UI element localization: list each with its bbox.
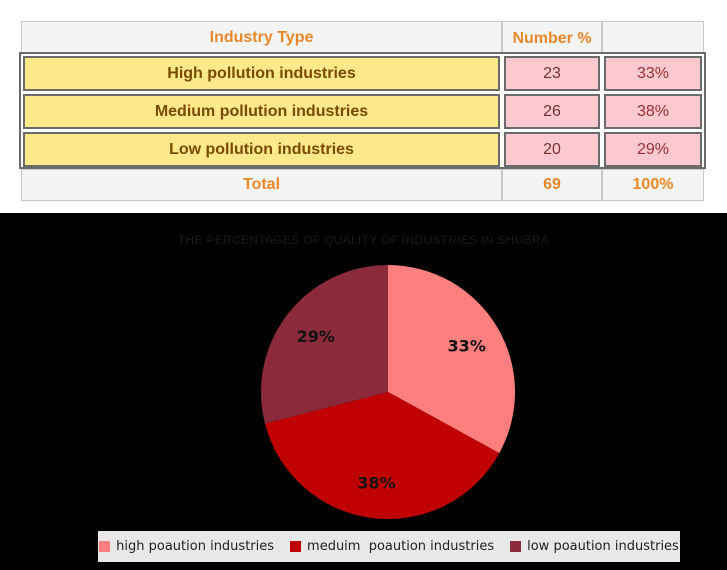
pie-slice-medium (264, 392, 500, 519)
legend-item-high: high poaution industries (99, 539, 274, 554)
header-industry-type: Industry Type (21, 21, 502, 54)
header-percent (602, 21, 704, 54)
chart-legend: high poaution industries meduim poaution… (98, 531, 680, 562)
row-high-number: 23 (504, 56, 600, 91)
pie-label-medium: 38% (357, 474, 395, 493)
row-high-percent: 33% (604, 56, 702, 91)
legend-swatch-high (99, 541, 111, 552)
legend-label-low: low poaution industries (527, 539, 679, 554)
row-low-name: Low pollution industries (23, 132, 500, 167)
legend-item-medium: meduim poaution industries (290, 539, 494, 554)
total-percent: 100% (602, 169, 704, 201)
total-label: Total (21, 169, 502, 201)
legend-swatch-low (510, 541, 522, 552)
row-medium-percent: 38% (604, 94, 702, 129)
pie-label-high: 33% (448, 336, 486, 355)
industry-table: Industry Type Number % High pollution in… (0, 0, 727, 213)
row-medium-number: 26 (504, 94, 600, 129)
row-high-name: High pollution industries (23, 56, 500, 91)
legend-label-medium: meduim poaution industries (307, 539, 495, 554)
pie-svg: 33% 38% 29% (261, 265, 515, 519)
header-number: Number % (502, 21, 602, 54)
pie-chart: THE PERCENTAGES OF QUALITY OF INDUSTRIES… (0, 213, 727, 570)
total-number: 69 (502, 169, 602, 201)
legend-label-high: high poaution industries (116, 539, 275, 554)
chart-title: THE PERCENTAGES OF QUALITY OF INDUSTRIES… (177, 233, 550, 247)
legend-swatch-medium (290, 541, 302, 552)
pie-label-low: 29% (297, 327, 335, 346)
row-low-number: 20 (504, 132, 600, 167)
pie-slice-high (388, 265, 515, 454)
row-low-percent: 29% (604, 132, 702, 167)
pie-slice-low (261, 265, 388, 424)
legend-item-low: low poaution industries (510, 539, 679, 554)
row-medium-name: Medium pollution industries (23, 94, 500, 129)
